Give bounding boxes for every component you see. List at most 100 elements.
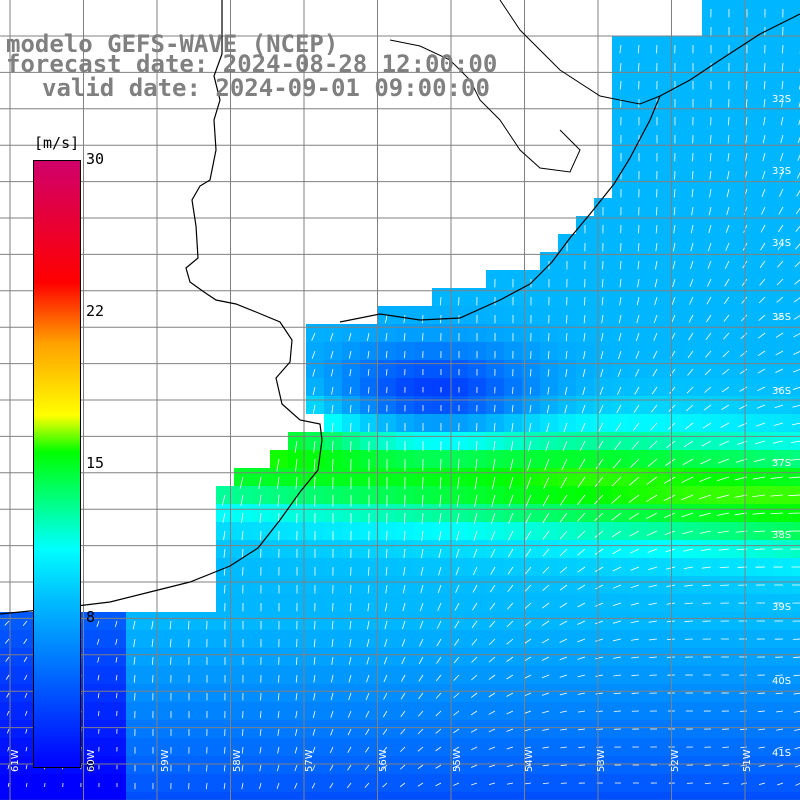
wind-vector — [542, 710, 550, 714]
wind-vector — [654, 278, 658, 288]
wind-cell — [36, 792, 54, 800]
wind-vector — [757, 350, 766, 357]
wind-vector — [594, 620, 604, 625]
wind-vector — [689, 278, 694, 287]
wind-vector — [559, 674, 568, 678]
wind-vector — [25, 764, 28, 770]
wind-vector — [702, 584, 712, 587]
lon-label: 61W — [10, 749, 21, 772]
wind-vector — [565, 332, 568, 342]
wind-vector — [601, 278, 604, 288]
wind-vector — [681, 476, 694, 483]
wind-cell — [540, 792, 558, 800]
wind-cell — [792, 684, 800, 702]
wind-vector — [524, 638, 532, 644]
wind-vector — [151, 656, 154, 665]
wind-vector — [630, 602, 640, 606]
wind-vector — [559, 656, 568, 661]
wind-vector — [435, 710, 442, 717]
wind-vector — [577, 566, 586, 573]
lon-label: 57W — [304, 749, 315, 772]
wind-vector — [366, 638, 370, 648]
wind-vector — [489, 620, 496, 628]
wind-vector — [646, 476, 658, 485]
wind-vector — [632, 422, 640, 432]
wind-cell — [288, 792, 306, 800]
wind-vector — [796, 189, 800, 197]
wind-vector — [399, 764, 406, 770]
wind-vector — [474, 494, 478, 507]
wind-vector — [223, 530, 226, 541]
wind-vector — [438, 566, 442, 576]
lon-label: 51W — [742, 749, 753, 772]
wind-vector — [418, 674, 424, 682]
wind-vector — [655, 260, 658, 270]
wind-vector — [752, 476, 766, 480]
wind-vector — [595, 584, 604, 590]
wind-vector — [258, 476, 262, 490]
wind-vector — [789, 458, 800, 461]
wind-cell — [54, 792, 72, 800]
wind-vector — [543, 476, 550, 489]
wind-vector — [617, 368, 622, 377]
wind-vector — [385, 548, 388, 559]
lat-label: 37S — [772, 458, 792, 469]
wind-vector — [349, 404, 352, 413]
wind-vector — [740, 728, 748, 730]
wind-vector — [364, 764, 370, 771]
wind-vector — [775, 692, 784, 695]
wind-vector — [331, 422, 334, 433]
wind-vector — [454, 602, 460, 611]
wind-vector — [330, 368, 334, 377]
wind-vector — [382, 746, 388, 753]
wind-vector — [684, 602, 694, 605]
wind-vector — [580, 422, 586, 433]
colorbar-unit-label: [m/s] — [34, 134, 80, 152]
wind-vector — [781, 80, 784, 90]
wind-vector — [524, 710, 532, 714]
wind-vector — [682, 458, 694, 466]
lat-label: 35S — [772, 312, 792, 323]
wind-vector — [628, 494, 640, 503]
wind-vector — [488, 674, 496, 680]
wind-vector — [259, 764, 262, 772]
wind-vector — [294, 746, 298, 754]
wind-vector — [259, 530, 262, 541]
wind-vector — [788, 494, 800, 497]
wind-vector — [600, 368, 604, 378]
wind-vector — [542, 530, 550, 540]
wind-vector — [614, 440, 622, 451]
wind-vector — [473, 530, 478, 541]
wind-vector — [613, 692, 622, 695]
wind-vector — [542, 548, 550, 557]
wind-cell — [792, 360, 800, 378]
wind-vector — [595, 692, 604, 695]
wind-vector — [619, 296, 622, 306]
wind-vector — [579, 440, 586, 451]
wind-vector — [611, 512, 622, 521]
wind-vector — [296, 656, 298, 665]
lat-label: 38S — [772, 530, 792, 541]
lon-label: 53W — [596, 749, 607, 772]
wind-vector — [619, 62, 622, 72]
wind-cell — [792, 252, 800, 270]
wind-vector — [646, 512, 658, 519]
wind-vector — [453, 638, 460, 646]
wind-vector — [382, 710, 388, 718]
wind-vector — [524, 728, 532, 732]
wind-vector — [524, 620, 532, 627]
wind-vector — [312, 368, 316, 377]
wind-vector — [578, 728, 586, 731]
wind-vector — [577, 638, 586, 643]
wind-vector — [717, 530, 730, 534]
map-title: modelo GEFS-WAVE (NCEP) — [6, 30, 339, 58]
wind-vector — [347, 728, 352, 736]
wind-vector — [541, 620, 550, 626]
wind-vector — [383, 692, 388, 700]
wind-vector — [774, 404, 784, 409]
wind-vector — [349, 638, 352, 648]
wind-vector — [488, 728, 496, 733]
wind-vector — [529, 404, 532, 413]
